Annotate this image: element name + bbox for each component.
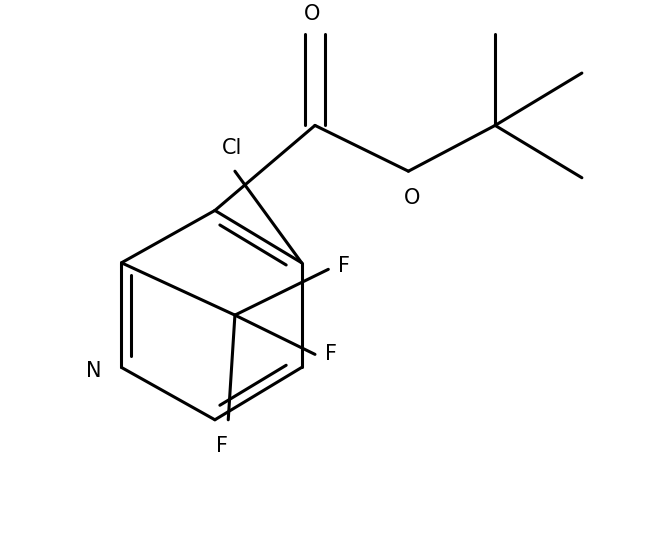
Text: F: F <box>216 436 228 456</box>
Text: N: N <box>86 360 101 381</box>
Text: O: O <box>304 4 320 24</box>
Text: O: O <box>403 188 420 208</box>
Text: Cl: Cl <box>221 138 242 158</box>
Text: F: F <box>325 344 337 364</box>
Text: F: F <box>338 256 350 276</box>
